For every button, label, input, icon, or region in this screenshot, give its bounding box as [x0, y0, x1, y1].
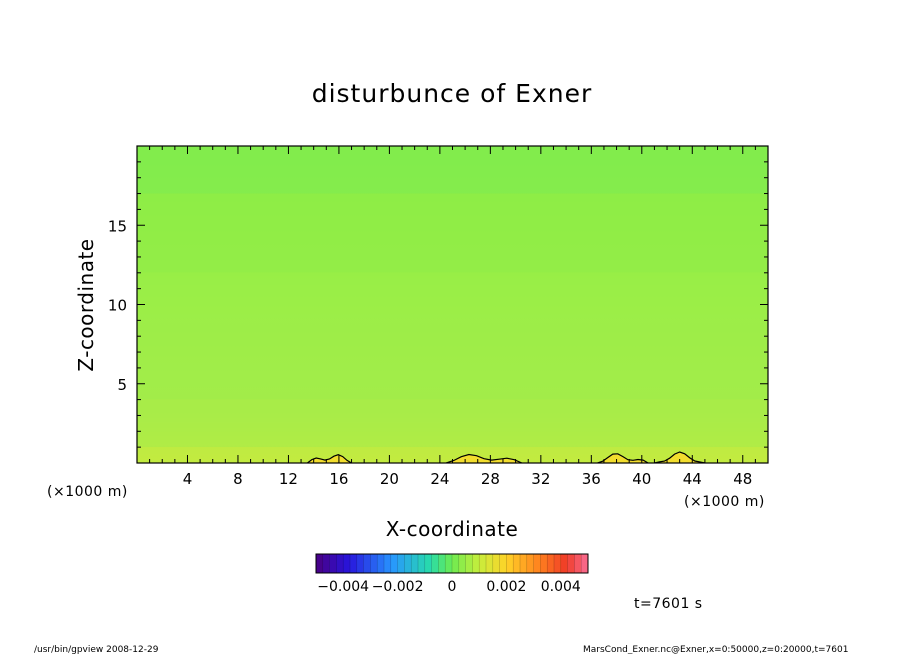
colorbar-cell [390, 554, 398, 573]
zero-contour [307, 454, 352, 463]
colorbar-tick-label: −0.004 [317, 579, 369, 595]
colorbar: −0.004 −0.002 0 0.002 0.004 [315, 553, 589, 595]
colorbar-cell [492, 554, 500, 573]
x-axis-ticks: 4 8 12 16 20 24 28 32 36 40 44 48 [149, 146, 756, 488]
heatmap-field [137, 146, 768, 463]
colorbar-tick-label: 0.002 [486, 579, 526, 595]
x-tick-label: 12 [279, 470, 298, 488]
field-band [137, 146, 768, 194]
colorbar-tick-label: 0.004 [541, 579, 581, 595]
colorbar-cell [574, 554, 582, 573]
field-band [137, 272, 768, 400]
colorbar-frame [315, 553, 589, 574]
x-unit-left: (×1000 m) [47, 484, 128, 500]
y-axis-ticks: 5 10 15 [108, 161, 768, 448]
y-tick-label: 10 [108, 297, 127, 315]
colorbar-cell [445, 554, 453, 573]
colorbar-cell [533, 554, 541, 573]
x-tick-label: 28 [481, 470, 500, 488]
colorbar-cell [418, 554, 426, 573]
field-band [137, 399, 768, 448]
colorbar-cell [370, 554, 378, 573]
x-tick-label: 8 [233, 470, 243, 488]
colorbar-cell [554, 554, 562, 573]
field-band [137, 193, 768, 273]
x-axis-label: X-coordinate [386, 517, 519, 541]
colorbar-cell [377, 554, 385, 573]
x-tick-label: 48 [733, 470, 752, 488]
x-tick-label: 40 [632, 470, 651, 488]
footer-right: MarsCond_Exner.nc@Exner,x=0:50000,z=0:20… [583, 645, 848, 654]
zero-contour [597, 453, 649, 463]
colorbar-tick-label: 0 [448, 579, 457, 595]
colorbar-cell [431, 554, 439, 573]
x-unit-right: (×1000 m) [684, 494, 765, 510]
colorbar-cell [547, 554, 555, 573]
colorbar-cell [465, 554, 473, 573]
colorbar-cell [458, 554, 466, 573]
colorbar-cell [438, 554, 446, 573]
x-tick-label: 16 [329, 470, 348, 488]
colorbar-cell [329, 554, 337, 573]
colorbar-cell [350, 554, 358, 573]
x-tick-label: 20 [380, 470, 399, 488]
y-tick-label: 15 [108, 217, 127, 235]
field-patches [137, 146, 768, 463]
colorbar-cell [560, 554, 568, 573]
colorbar-cell [363, 554, 371, 573]
colorbar-cell [452, 554, 460, 573]
colorbar-cell [581, 554, 589, 573]
chart-title: disturbunce of Exner [312, 79, 593, 108]
x-tick-label: 24 [430, 470, 449, 488]
colorbar-cell [343, 554, 351, 573]
colorbar-cell [384, 554, 392, 573]
colorbar-cell [540, 554, 548, 573]
colorbar-cell [526, 554, 534, 573]
y-tick-label: 5 [117, 376, 127, 394]
colorbar-cell [411, 554, 419, 573]
colorbar-cell [404, 554, 412, 573]
colorbar-tick-labels: −0.004 −0.002 0 0.002 0.004 [317, 579, 581, 595]
y-axis-label: Z-coordinate [74, 238, 98, 371]
colorbar-cell [567, 554, 575, 573]
colorbar-cell [316, 554, 324, 573]
x-tick-label: 32 [531, 470, 550, 488]
x-tick-label: 4 [183, 470, 193, 488]
colorbar-cells [315, 554, 589, 573]
colorbar-cell [322, 554, 330, 573]
colorbar-cell [356, 554, 364, 573]
x-tick-label: 44 [683, 470, 702, 488]
colorbar-cell [520, 554, 528, 573]
colorbar-cell [513, 554, 521, 573]
colorbar-cell [499, 554, 507, 573]
colorbar-cell [479, 554, 487, 573]
colorbar-cell [397, 554, 405, 573]
colorbar-cell [424, 554, 432, 573]
colorbar-cell [486, 554, 494, 573]
colorbar-cell [336, 554, 344, 573]
colorbar-cell [472, 554, 480, 573]
x-tick-label: 36 [582, 470, 601, 488]
time-label: t=7601 s [634, 596, 703, 612]
colorbar-cell [506, 554, 514, 573]
colorbar-tick-label: −0.002 [372, 579, 424, 595]
footer-left: /usr/bin/gpview 2008-12-29 [34, 645, 159, 654]
